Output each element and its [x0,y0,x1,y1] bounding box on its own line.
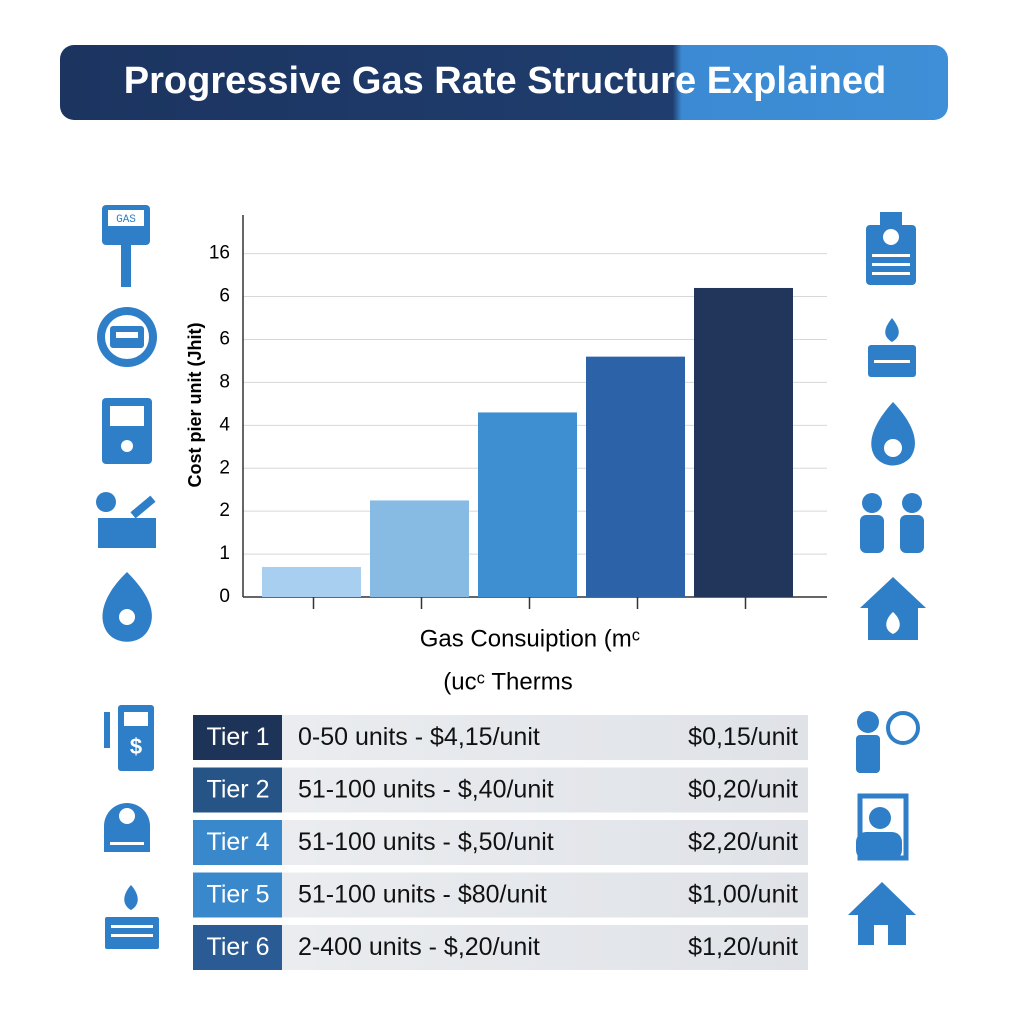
y-tick-label: 8 [219,371,230,392]
row-bg [193,820,808,865]
bar [262,566,361,597]
tier-price: $1,00/unit [688,881,798,909]
icons-right [848,212,926,945]
plot: 0 1 2 2 4 8 6 6 16 [209,215,827,609]
y-tick-label: 0 [219,586,230,607]
x-axis-label: Gas Consuiption (mᶜ [420,625,641,652]
icons-left: GAS $ [96,205,159,949]
tier-price: $0,20/unit [688,776,798,804]
title-banner [60,45,948,120]
tier-label: Tier 5 [207,881,270,909]
tier-range: 51-100 units - $,50/unit [298,828,554,856]
tier-label: Tier 6 [207,933,270,961]
tier-label: Tier 2 [207,776,270,804]
row-bg [193,925,808,970]
rate-table: Tier 1 0-50 units - $4,15/unit $0,15/unit T… [193,715,808,970]
tier-price: $1,20/unit [688,933,798,961]
y-tick-label: 1 [219,543,230,564]
tier-cell [193,925,282,970]
bar [478,412,577,597]
y-axis-label: Cost pier unit (Jhit) [185,323,205,488]
tier-cell [193,767,282,813]
tier-range: 2-400 units - $,20/unit [298,933,540,961]
y-tick-label: 6 [219,286,230,307]
tier-cell [193,872,282,918]
tier-price: $0,15/unit [688,723,798,751]
tier-label: Tier 4 [207,828,270,856]
tier-range: 0-50 units - $4,15/unit [298,723,540,751]
tier-price: $2,20/unit [688,828,798,856]
icon-label: GAS [116,214,136,226]
tier-range: 51-100 units - $,40/unit [298,776,554,804]
x-axis-label: (ucᶜ Therms [443,668,572,695]
y-tick-label: 4 [219,414,230,435]
tier-cell [193,820,282,865]
y-tick-label: 2 [219,500,230,521]
row-bg [193,872,808,918]
tier-cell [193,715,282,760]
row-bg [193,715,808,760]
svg-text:$: $ [130,734,142,759]
row-bg [193,767,808,813]
y-tick-label: 2 [219,457,230,478]
y-tick-label: 16 [209,243,230,264]
bar [586,356,685,597]
tier-range: 51-100 units - $80/unit [298,881,547,909]
bar [694,287,793,597]
tier-label: Tier 1 [207,723,270,751]
y-tick-label: 6 [219,328,230,349]
bar [370,500,469,597]
title: Progressive Gas Rate Structure Explained [124,60,886,102]
